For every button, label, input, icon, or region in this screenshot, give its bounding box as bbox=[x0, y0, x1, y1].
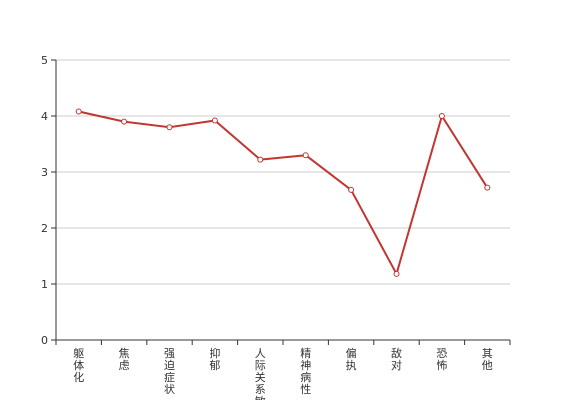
grid-lines bbox=[56, 59, 510, 285]
data-point[interactable] bbox=[121, 118, 128, 125]
data-point[interactable] bbox=[257, 156, 264, 163]
data-point[interactable] bbox=[348, 186, 355, 193]
series-group bbox=[75, 108, 491, 277]
data-point[interactable] bbox=[393, 270, 400, 277]
data-point[interactable] bbox=[484, 184, 491, 191]
y-tick-label: 4 bbox=[41, 110, 48, 123]
series-line bbox=[78, 110, 489, 275]
y-tick-label: 5 bbox=[41, 54, 48, 67]
x-tick-label: 敌对 bbox=[391, 346, 402, 372]
x-tick-label: 恐怖 bbox=[436, 347, 447, 372]
x-tick-label: 人际关系敏感 bbox=[255, 347, 266, 400]
data-point[interactable] bbox=[302, 152, 309, 159]
data-point[interactable] bbox=[211, 117, 218, 124]
y-tick-label: 0 bbox=[41, 334, 48, 347]
x-tick-label: 其他 bbox=[482, 347, 493, 372]
x-tick-label: 偏执 bbox=[346, 346, 357, 372]
x-tick-label: 强迫症状 bbox=[164, 347, 175, 396]
y-axis: 0 1 2 3 4 5 bbox=[41, 54, 57, 347]
y-tick-label: 2 bbox=[41, 222, 48, 235]
x-axis: 躯体化 焦虑 强迫症状 抑郁 人际关系敏感 精神病性 偏执 敌对 恐怖 其他 bbox=[55, 339, 511, 400]
x-tick-label: 焦虑 bbox=[119, 347, 130, 372]
data-point[interactable] bbox=[75, 108, 82, 115]
x-tick-label: 躯体化 bbox=[73, 347, 84, 384]
x-tick-label: 抑郁 bbox=[209, 346, 220, 372]
data-point[interactable] bbox=[166, 124, 173, 131]
x-tick-label: 精神病性 bbox=[300, 347, 311, 396]
data-point[interactable] bbox=[438, 113, 445, 119]
y-tick-label: 1 bbox=[41, 278, 48, 291]
y-tick-label: 3 bbox=[41, 166, 48, 179]
